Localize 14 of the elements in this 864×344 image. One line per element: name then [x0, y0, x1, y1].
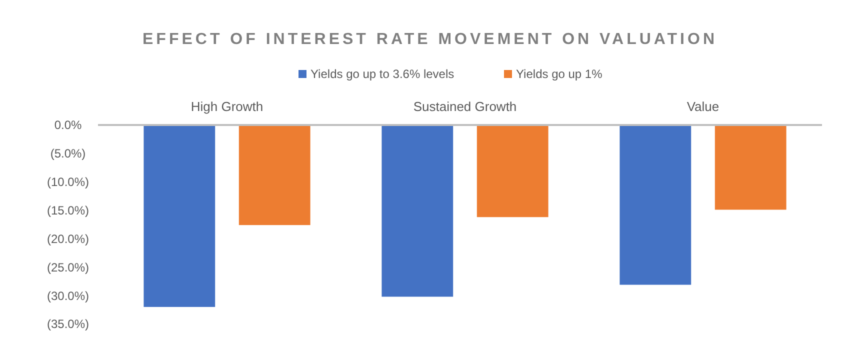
- x-tick-label: High Growth: [190, 99, 264, 114]
- y-tick-label: (10.0%): [46, 175, 90, 190]
- x-tick-label: Sustained Growth: [413, 99, 517, 114]
- y-tick-label: (20.0%): [46, 232, 90, 246]
- y-tick-label: (15.0%): [46, 203, 90, 218]
- y-tick-label: (35.0%): [46, 317, 90, 332]
- y-tick-label: (30.0%): [46, 288, 90, 303]
- x-tick-label: Value: [686, 99, 720, 114]
- legend-label: Yields go up 1%: [516, 67, 603, 81]
- legend-label: Yields go up to 3.6% levels: [310, 67, 454, 81]
- y-tick-label: (25.0%): [46, 260, 90, 274]
- y-tick-label: (5.0%): [50, 146, 86, 161]
- chart-title: EFFECT OF INTEREST RATE MOVEMENT ON VALUATION: [142, 31, 718, 48]
- y-tick-label: 0.0%: [54, 118, 82, 132]
